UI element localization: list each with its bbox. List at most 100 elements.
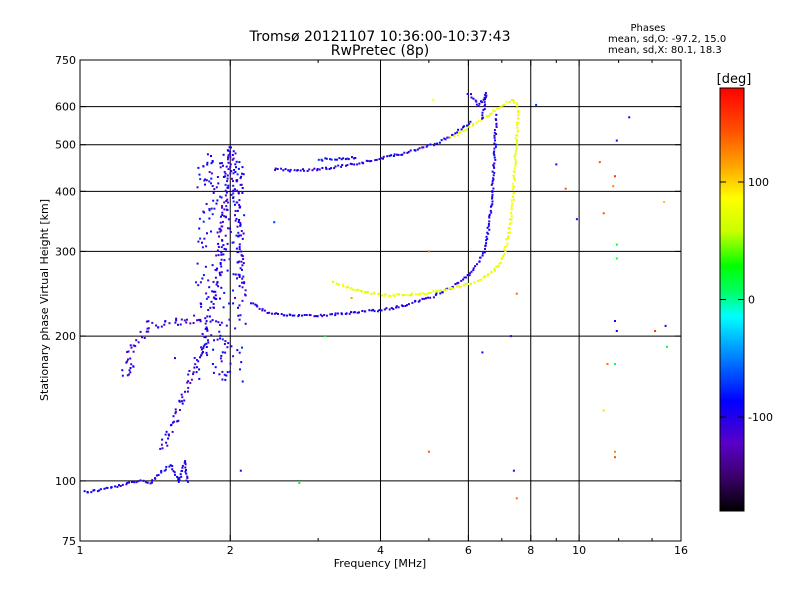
trace-point xyxy=(229,370,232,373)
trace-point xyxy=(330,167,333,170)
trace-point xyxy=(204,322,207,325)
trace-point xyxy=(255,304,258,307)
trace-point xyxy=(485,242,488,245)
trace-point xyxy=(478,102,481,105)
y-tick-label: 300 xyxy=(55,245,76,258)
trace-point xyxy=(225,200,228,202)
trace-point xyxy=(350,311,352,314)
trace-point xyxy=(280,167,283,170)
trace-point xyxy=(388,308,391,311)
trace-point xyxy=(229,231,232,233)
colorbar-unit-label: [deg] xyxy=(717,72,752,87)
trace-point xyxy=(240,183,243,186)
trace-point xyxy=(118,484,120,487)
trace-point xyxy=(441,291,444,294)
trace-point xyxy=(275,312,278,315)
trace-point xyxy=(353,157,355,160)
trace-point xyxy=(340,158,343,161)
trace-point xyxy=(149,482,152,485)
trace-point xyxy=(425,145,428,148)
trace-point xyxy=(308,168,311,171)
trace-point xyxy=(157,326,160,329)
trace-point xyxy=(184,390,186,393)
trace-point xyxy=(205,245,208,248)
trace-point xyxy=(453,135,456,137)
trace-point xyxy=(510,206,513,209)
trace-point xyxy=(178,476,181,479)
trace-point xyxy=(240,361,243,364)
trace-point xyxy=(374,159,377,162)
trace-point xyxy=(134,345,137,348)
trace-point xyxy=(236,201,239,204)
trace-point xyxy=(503,248,506,251)
trace-point xyxy=(477,120,480,123)
trace-point xyxy=(144,481,147,484)
trace-point xyxy=(348,312,351,315)
trace-point xyxy=(211,363,214,365)
trace-point xyxy=(505,244,508,247)
trace-point xyxy=(373,292,376,295)
trace-point xyxy=(466,274,469,276)
trace-point xyxy=(509,231,511,234)
trace-point xyxy=(241,187,244,189)
trace-point xyxy=(231,154,234,156)
trace-point xyxy=(213,306,215,309)
trace-point xyxy=(206,327,208,330)
trace-point xyxy=(217,321,220,324)
trace-point xyxy=(511,182,514,185)
trace-point xyxy=(485,235,488,238)
trace-point xyxy=(451,285,454,288)
trace-point xyxy=(486,115,488,118)
trace-point xyxy=(207,296,210,299)
trace-point xyxy=(151,321,154,324)
trace-point xyxy=(172,470,175,473)
trace-point xyxy=(488,213,491,216)
trace-point xyxy=(237,314,240,317)
trace-point xyxy=(465,276,468,279)
trace-point xyxy=(227,227,229,230)
trace-point xyxy=(147,330,150,333)
noise-point xyxy=(628,116,631,119)
trace-point xyxy=(458,285,461,288)
trace-point xyxy=(256,305,259,308)
trace-point xyxy=(229,227,231,230)
trace-point xyxy=(228,258,231,261)
trace-point xyxy=(501,104,504,107)
trace-point xyxy=(227,342,230,345)
trace-point xyxy=(198,217,201,220)
trace-point xyxy=(238,248,241,251)
trace-point xyxy=(196,359,198,361)
trace-point xyxy=(206,163,209,166)
trace-point xyxy=(263,309,266,312)
trace-point xyxy=(216,267,218,270)
trace-point xyxy=(224,189,227,192)
trace-point xyxy=(220,215,222,218)
trace-point xyxy=(401,294,404,297)
trace-point xyxy=(210,230,212,233)
trace-point xyxy=(500,261,503,264)
trace-point xyxy=(514,137,517,140)
trace-point xyxy=(165,430,168,433)
trace-point xyxy=(492,109,495,112)
trace-point xyxy=(334,165,337,168)
trace-point xyxy=(508,227,511,230)
trace-point xyxy=(454,283,457,286)
trace-point xyxy=(488,228,491,231)
trace-point xyxy=(128,369,131,372)
trace-point xyxy=(504,246,507,248)
trace-point xyxy=(380,157,383,160)
trace-point xyxy=(196,366,198,369)
trace-point xyxy=(478,279,481,281)
trace-point xyxy=(331,313,333,316)
trace-point xyxy=(516,124,519,126)
trace-point xyxy=(215,320,218,323)
trace-point xyxy=(164,468,167,471)
trace-point xyxy=(220,286,223,289)
trace-point xyxy=(509,218,512,221)
trace-point xyxy=(484,92,487,94)
trace-point xyxy=(232,172,235,175)
trace-point xyxy=(426,144,429,147)
trace-point xyxy=(237,231,240,234)
trace-point xyxy=(450,287,453,289)
trace-point xyxy=(361,290,363,293)
